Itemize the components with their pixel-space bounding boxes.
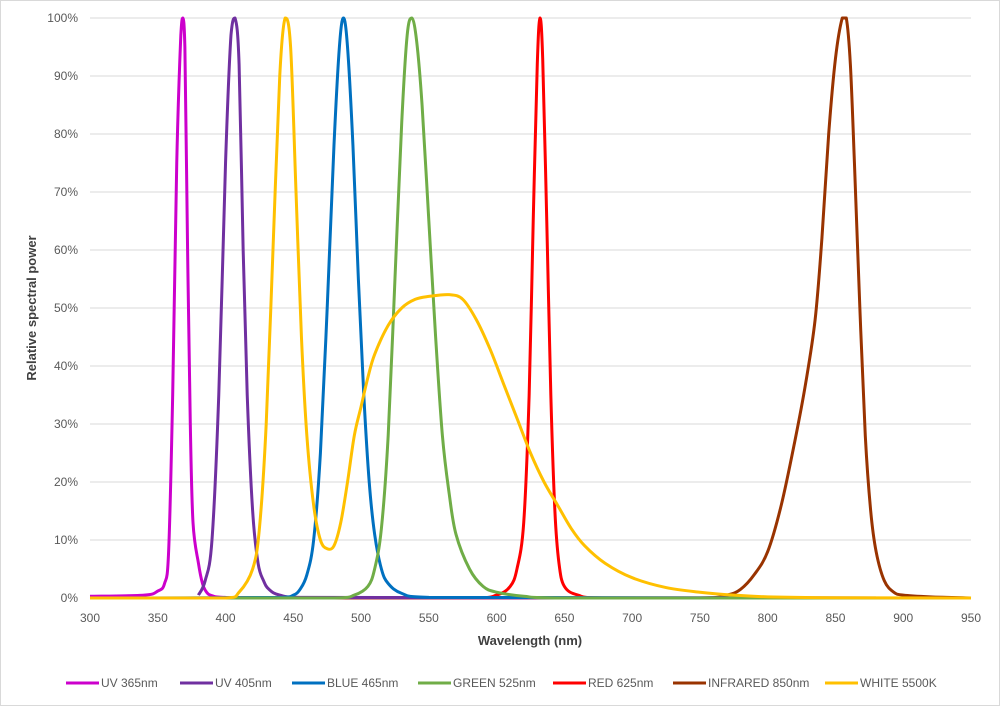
series-line-uv-365nm (89, 16, 972, 600)
legend-label: INFRARED 850nm (708, 676, 809, 690)
legend-item[interactable]: INFRARED 850nm (673, 676, 809, 690)
x-tick-label: 550 (419, 611, 439, 625)
series-line-blue-465nm (89, 16, 972, 600)
y-tick-label: 60% (54, 243, 78, 257)
x-tick-label: 850 (825, 611, 845, 625)
x-tick-label: 500 (351, 611, 371, 625)
x-tick-label: 750 (690, 611, 710, 625)
x-tick-label: 900 (893, 611, 913, 625)
y-tick-label: 80% (54, 127, 78, 141)
x-tick-label: 800 (758, 611, 778, 625)
y-tick-label: 50% (54, 301, 78, 315)
legend-label: WHITE 5500K (860, 676, 937, 690)
series-line-green-525nm (90, 16, 971, 600)
x-tick-label: 600 (487, 611, 507, 625)
legend-item[interactable]: WHITE 5500K (825, 676, 937, 690)
legend-item[interactable]: UV 405nm (180, 676, 272, 690)
y-tick-label: 90% (54, 69, 78, 83)
legend-label: GREEN 525nm (453, 676, 536, 690)
x-axis-title: Wavelength (nm) (478, 633, 582, 648)
legend-item[interactable]: GREEN 525nm (418, 676, 536, 690)
x-tick-label: 450 (283, 611, 303, 625)
x-tick-label: 350 (148, 611, 168, 625)
series-line-red-625nm (90, 16, 971, 600)
legend-label: RED 625nm (588, 676, 653, 690)
y-tick-label: 0% (61, 591, 79, 605)
x-tick-label: 650 (554, 611, 574, 625)
y-tick-label: 70% (54, 185, 78, 199)
y-tick-label: 40% (54, 359, 78, 373)
y-tick-label: 20% (54, 475, 78, 489)
y-tick-label: 30% (54, 417, 78, 431)
x-tick-label: 300 (80, 611, 100, 625)
legend-label: BLUE 465nm (327, 676, 398, 690)
series-line-infrared-850nm (90, 16, 972, 600)
legend-label: UV 405nm (215, 676, 272, 690)
x-tick-label: 700 (622, 611, 642, 625)
x-tick-label: 400 (216, 611, 236, 625)
y-tick-label: 10% (54, 533, 78, 547)
legend-item[interactable]: RED 625nm (553, 676, 653, 690)
legend-item[interactable]: BLUE 465nm (292, 676, 398, 690)
x-tick-label: 950 (961, 611, 981, 625)
legend-label: UV 365nm (101, 676, 158, 690)
y-tick-label: 100% (47, 11, 78, 25)
legend-item[interactable]: UV 365nm (66, 676, 158, 690)
series-line-white-5500k (90, 16, 972, 600)
y-axis-title: Relative spectral power (24, 235, 39, 380)
